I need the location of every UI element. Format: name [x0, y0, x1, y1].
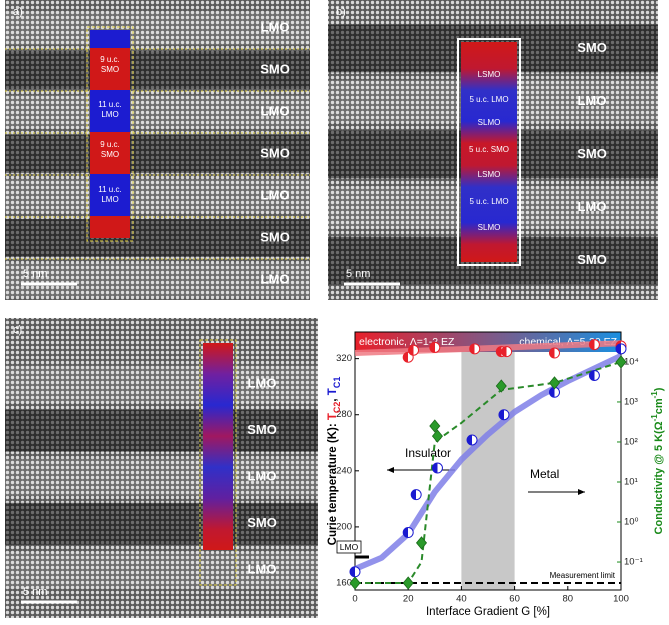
half-circle-point — [403, 528, 413, 538]
annotation-metal: Metal — [530, 467, 559, 481]
inset-label: SLMO — [478, 118, 501, 127]
layer-label: LMO — [261, 271, 290, 286]
half-circle-point — [470, 344, 480, 354]
inset-bar — [203, 343, 233, 550]
y-tick-label: 320 — [336, 353, 352, 364]
inset-label: 9 u.c.SMO — [100, 140, 120, 159]
y2-tick-label: 10¹ — [624, 477, 638, 488]
inset-label: 11 u.c.LMO — [98, 100, 121, 119]
layer-label: LMO — [248, 562, 277, 577]
half-circle-point — [502, 347, 512, 357]
half-circle-point — [499, 410, 509, 420]
inset-segment — [90, 216, 130, 238]
x-tick-label: 20 — [403, 594, 414, 605]
layer-label: SMO — [577, 40, 607, 55]
half-circle-point — [616, 344, 626, 354]
y-label-part: Curie temperature (K): — [327, 420, 339, 545]
shaded-region — [461, 352, 514, 590]
x-tick-label: 60 — [509, 594, 520, 605]
y2-label-part: ) — [653, 387, 665, 391]
panel-label: a) — [13, 6, 23, 18]
layer-label: LMO — [248, 376, 277, 391]
layer-label: SMO — [260, 61, 290, 76]
half-circle-point — [430, 342, 440, 352]
x-tick-label: 100 — [613, 594, 629, 605]
x-tick-label: 80 — [563, 594, 574, 605]
scale-label: 5 nm — [346, 268, 370, 280]
layer-label: LMO — [578, 93, 607, 108]
top-bar-left: electronic, Λ=1-2 EZ — [359, 336, 455, 348]
y-label-part: C1 — [332, 377, 342, 389]
half-circle-point — [550, 348, 560, 358]
y-label-part: T — [327, 413, 339, 420]
inset-segment — [90, 30, 130, 48]
inset-label: 5 u.c. LMO — [469, 95, 508, 104]
half-circle-point — [432, 463, 442, 473]
half-circle-point — [411, 490, 421, 500]
x-axis-label: Interface Gradient G [%] — [426, 606, 550, 618]
measurement-limit-label: Measurement limit — [550, 571, 616, 580]
layer-label: LMO — [578, 199, 607, 214]
inset-label: 5 u.c. SMO — [469, 145, 509, 154]
y2-axis-label: Conductivity @ 5 K(Ω-1cm-1) — [650, 387, 665, 534]
inset-label: LSMO — [478, 70, 501, 79]
inset-label: LSMO — [478, 170, 501, 179]
y2-tick-label: 10⁰ — [624, 517, 639, 528]
layer-label: SMO — [260, 229, 290, 244]
scale-label: 5 nm — [23, 268, 47, 280]
half-circle-point — [589, 340, 599, 350]
inset-label: 11 u.c.LMO — [98, 185, 121, 204]
annotation-bulk: LMO — [340, 542, 359, 552]
y2-tick-label: 10² — [624, 436, 638, 447]
y2-label-part: Conductivity @ 5 K(Ω — [653, 421, 665, 534]
half-circle-point — [589, 370, 599, 380]
layer-label: SMO — [247, 422, 277, 437]
layer-label: LMO — [248, 469, 277, 484]
layer-label: SMO — [247, 515, 277, 530]
x-tick-label: 40 — [456, 594, 467, 605]
y-label-part: T — [327, 388, 339, 395]
layer-label: LMO — [261, 103, 290, 118]
panel-label: c) — [13, 324, 22, 336]
inset-label: 5 u.c. LMO — [469, 197, 508, 206]
inset-label: SLMO — [478, 223, 501, 232]
y2-tick-label: 10⁻¹ — [624, 557, 643, 568]
half-circle-point — [409, 345, 419, 355]
y2-label-part: cm — [653, 398, 665, 414]
layer-label: SMO — [260, 145, 290, 160]
layer-label: LMO — [261, 19, 290, 34]
scale-label: 5 nm — [23, 586, 47, 598]
y2-tick-label: 10³ — [624, 396, 638, 407]
annotation-insulator: Insulator — [405, 446, 451, 460]
layer-label: LMO — [261, 187, 290, 202]
y-axis-label: Curie temperature (K): TC2, TC1 — [327, 377, 342, 546]
layer-label: SMO — [577, 146, 607, 161]
inset-label: 9 u.c.SMO — [100, 55, 120, 74]
x-tick-label: 0 — [352, 594, 357, 605]
half-circle-point — [350, 567, 360, 577]
layer-label: SMO — [577, 252, 607, 267]
half-circle-point — [467, 435, 477, 445]
y-label-part: C2 — [332, 402, 342, 414]
panel-label: b) — [336, 6, 346, 18]
figure: LMO SMO LMO SMO LMO SMO LMO 9 u.c.SMO 11 u.c.LMO… — [0, 0, 669, 620]
